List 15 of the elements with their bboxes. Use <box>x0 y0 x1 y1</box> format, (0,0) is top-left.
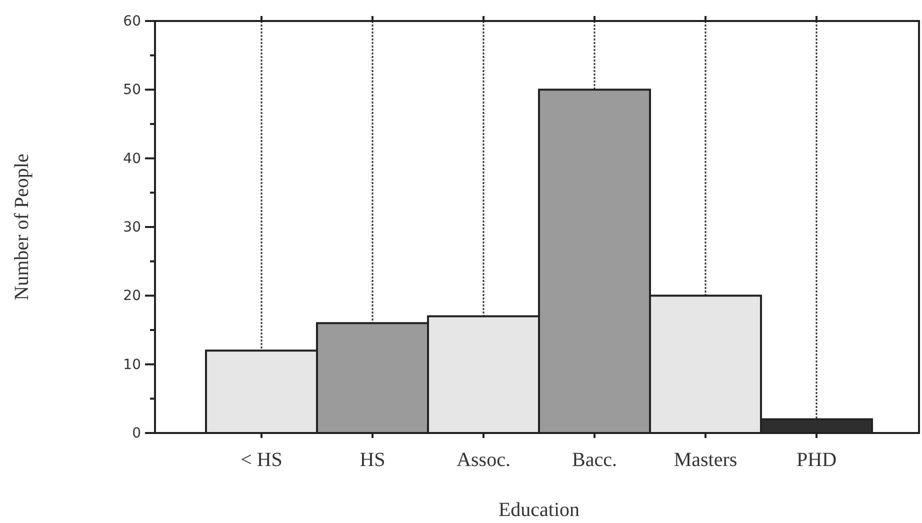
x-tick-label: Assoc. <box>456 449 510 472</box>
x-tick-label: HS <box>360 449 386 472</box>
y-tick-label: 40 <box>123 150 141 167</box>
x-tick-label: PHD <box>796 449 837 472</box>
y-tick-label: 30 <box>123 219 141 236</box>
y-tick-label: 50 <box>123 82 141 98</box>
x-tick-label: Bacc. <box>572 449 617 472</box>
x-axis-title: Education <box>498 499 580 521</box>
y-tick-label: 20 <box>123 288 141 304</box>
x-tick-label: Masters <box>674 449 738 472</box>
y-tick-label: 60 <box>123 13 141 30</box>
y-tick-label: 0 <box>132 425 141 442</box>
y-tick-label: 10 <box>123 356 141 373</box>
x-tick-label: < HS <box>240 449 282 472</box>
y-axis-title: Number of People <box>11 154 33 300</box>
